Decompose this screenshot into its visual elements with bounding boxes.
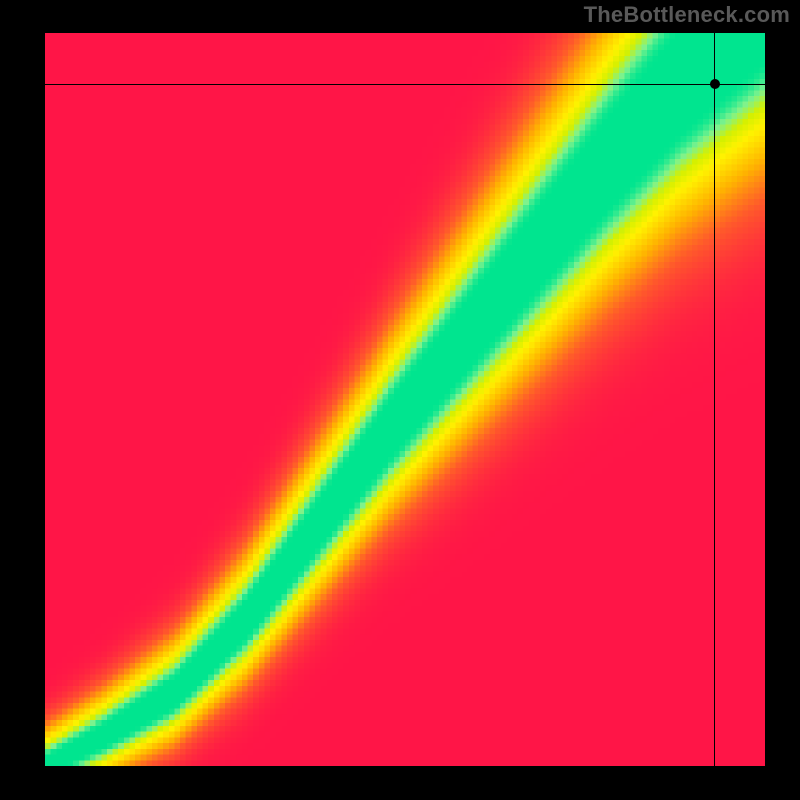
watermark-text: TheBottleneck.com	[584, 2, 790, 28]
crosshair-vertical	[714, 33, 715, 766]
heatmap-plot	[45, 33, 765, 766]
chart-container: { "watermark": { "text": "TheBottleneck.…	[0, 0, 800, 800]
crosshair-horizontal	[45, 84, 765, 85]
crosshair-marker	[710, 79, 720, 89]
heatmap-canvas	[45, 33, 765, 766]
